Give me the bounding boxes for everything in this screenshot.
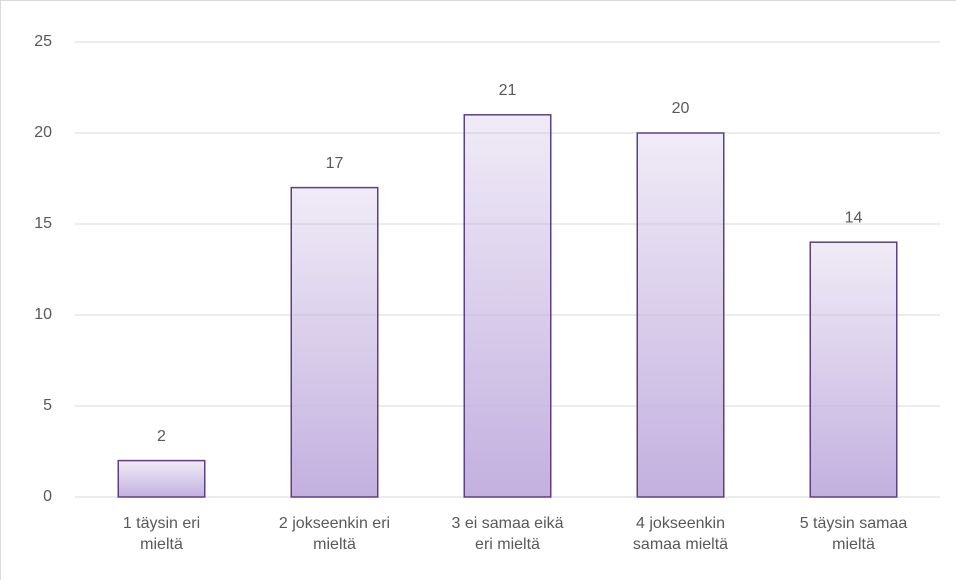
y-tick-label: 15 bbox=[34, 215, 52, 232]
x-tick-label: 1 täysin eri bbox=[123, 515, 200, 532]
bar bbox=[290, 186, 379, 498]
bar bbox=[809, 241, 898, 498]
x-tick-label: 5 täysin samaa bbox=[800, 515, 908, 532]
y-tick-label: 25 bbox=[34, 33, 52, 50]
bar bbox=[117, 459, 206, 498]
x-tick-label: eri mieltä bbox=[475, 536, 540, 553]
value-label: 21 bbox=[499, 82, 517, 99]
x-tick-label: 3 ei samaa eikä bbox=[451, 515, 563, 532]
x-tick-label: 2 jokseenkin eri bbox=[279, 515, 390, 532]
x-tick-label: samaa mieltä bbox=[633, 536, 728, 553]
y-tick-label: 0 bbox=[43, 488, 52, 505]
x-tick-label: mieltä bbox=[313, 536, 356, 553]
value-label: 14 bbox=[845, 209, 863, 226]
y-tick-label: 20 bbox=[34, 124, 52, 141]
value-label: 17 bbox=[326, 155, 344, 172]
x-tick-label: 4 jokseenkin bbox=[636, 515, 725, 532]
x-tick-label: mieltä bbox=[832, 536, 875, 553]
value-label: 2 bbox=[157, 428, 166, 445]
value-label: 20 bbox=[672, 100, 690, 117]
bar bbox=[636, 132, 725, 498]
y-tick-label: 10 bbox=[34, 306, 52, 323]
bar bbox=[463, 114, 552, 498]
x-tick-label: mieltä bbox=[140, 536, 183, 553]
y-tick-label: 5 bbox=[43, 397, 52, 414]
